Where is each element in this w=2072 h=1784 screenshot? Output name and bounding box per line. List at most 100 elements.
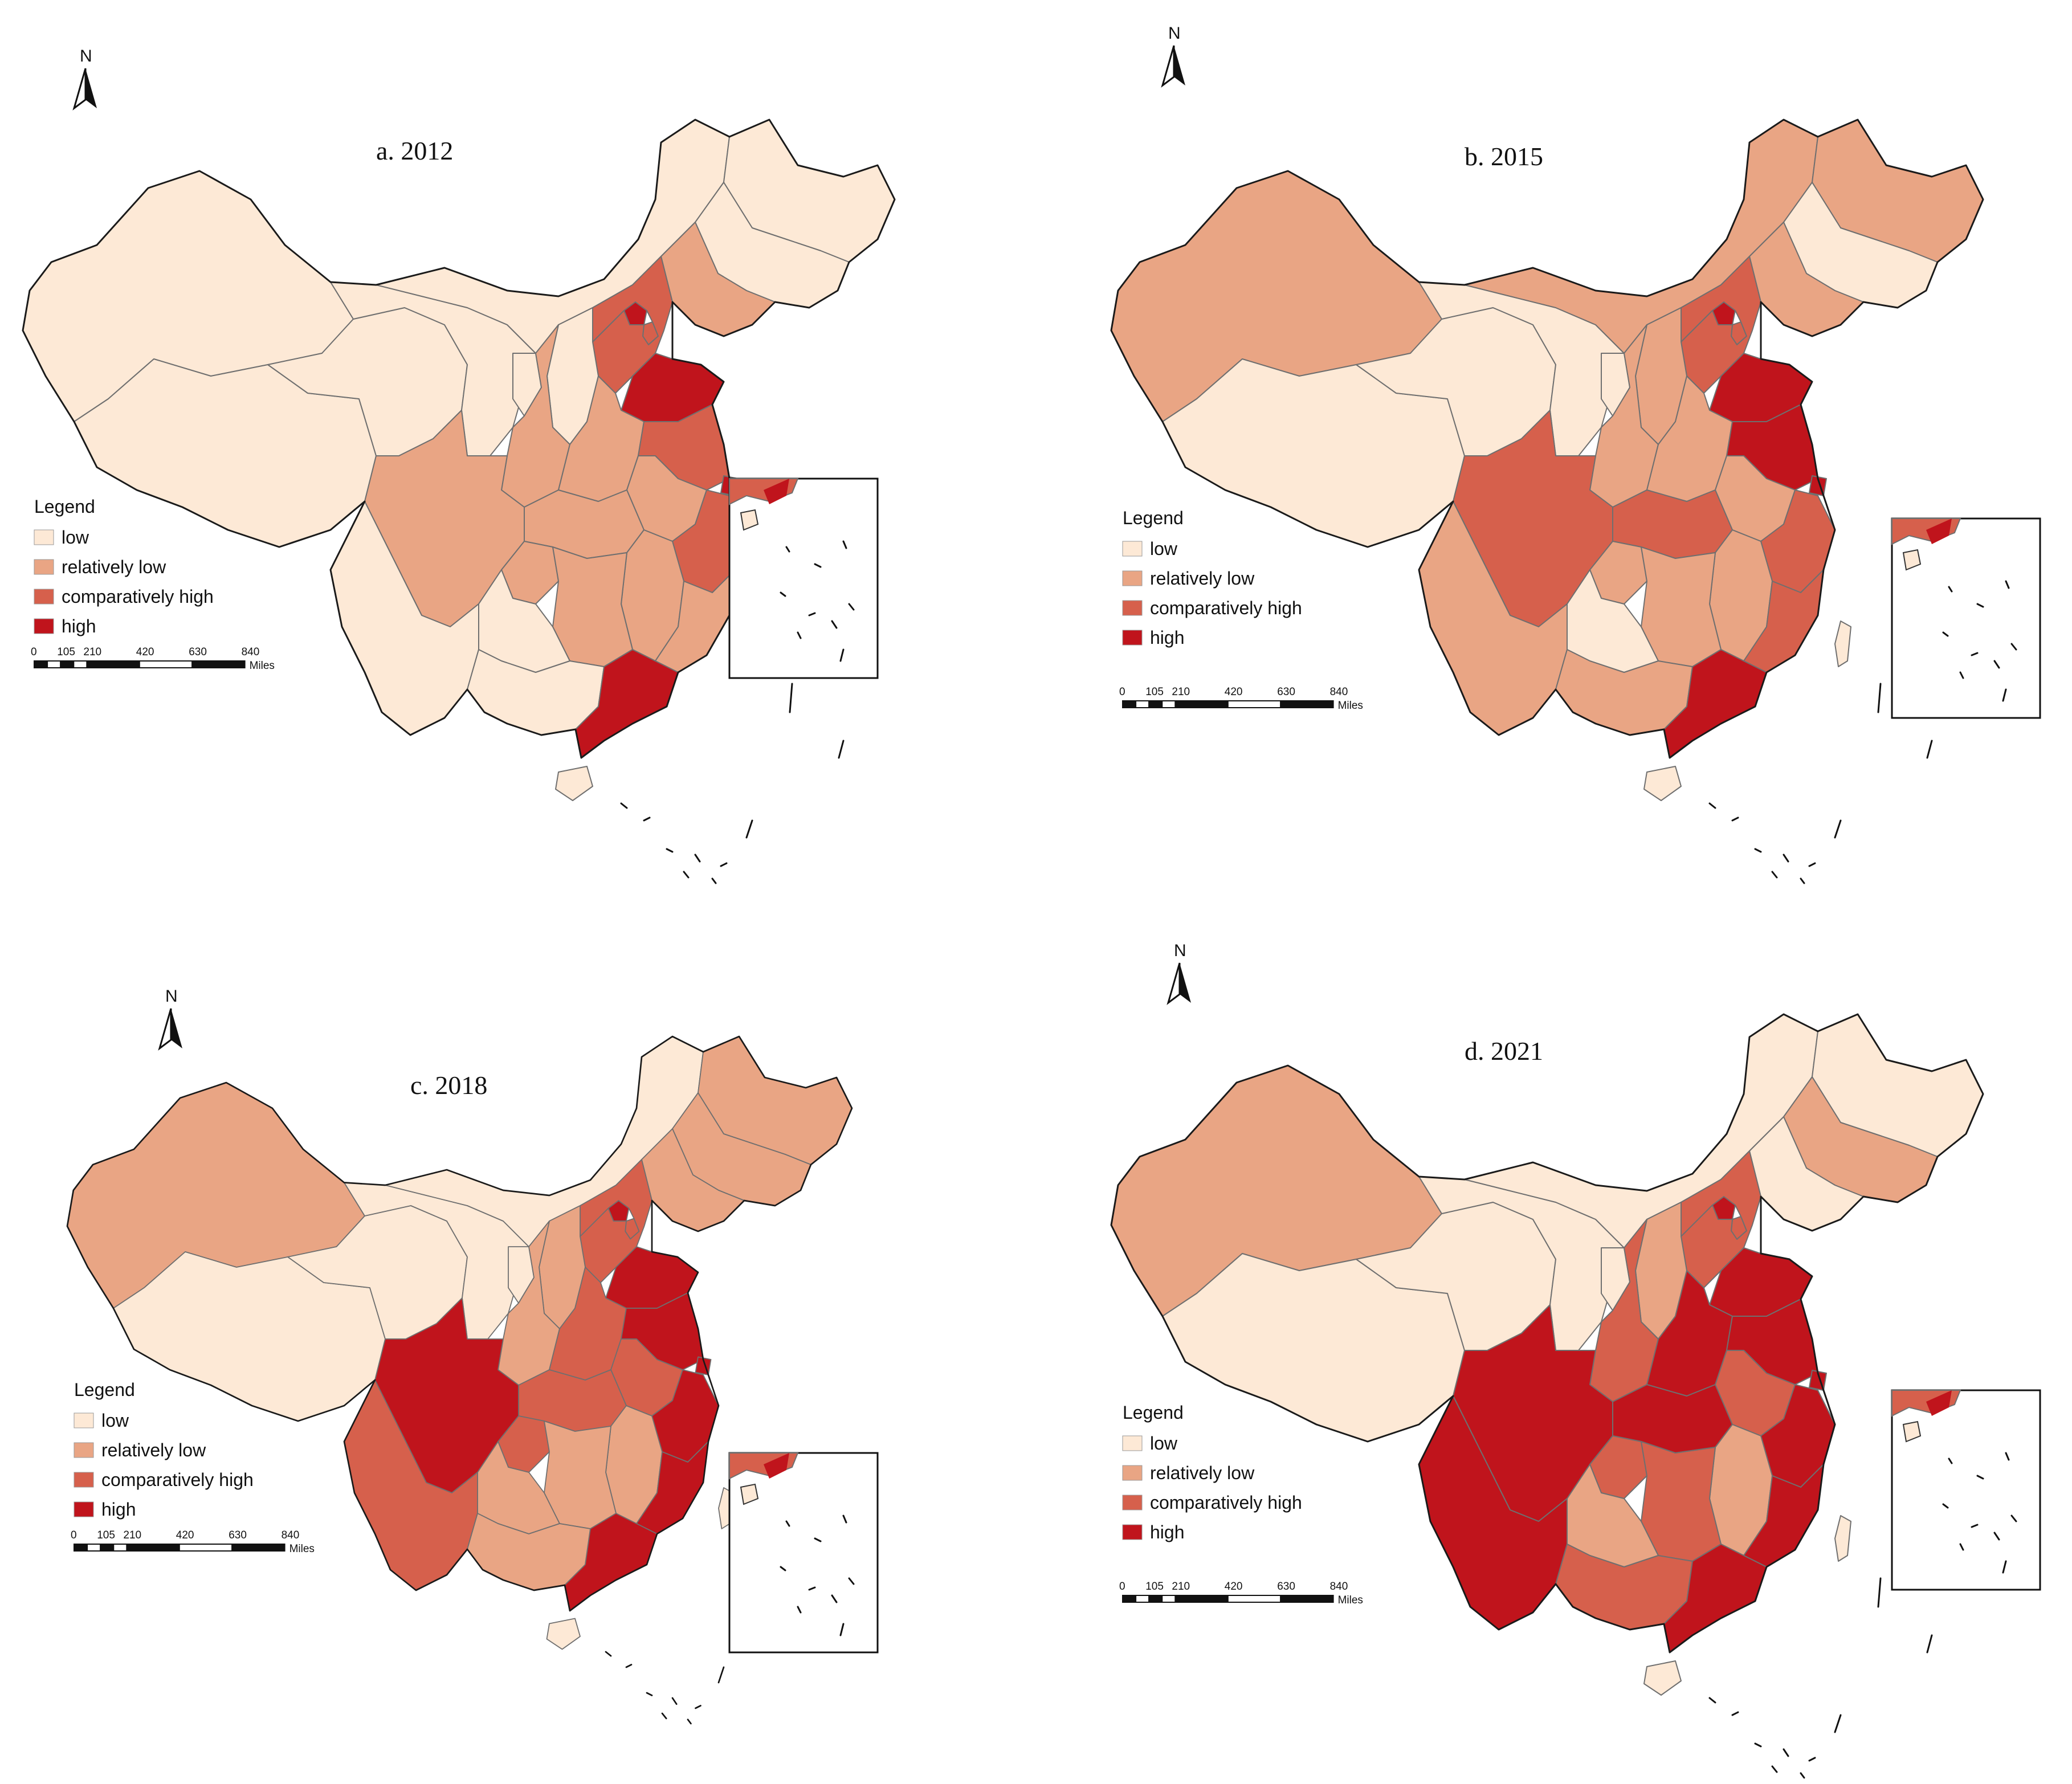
svg-text:N: N <box>1168 24 1181 43</box>
legend-label-relatively-low: relatively low <box>1150 1463 1255 1483</box>
legend-swatch-high <box>74 1501 94 1517</box>
legend-title: Legend <box>1123 508 1184 528</box>
province-hebei <box>592 256 673 394</box>
legend-swatch-low <box>74 1412 94 1428</box>
legend-label-high: high <box>1150 627 1185 648</box>
legend-swatch-low <box>34 529 54 545</box>
legend-swatch-low <box>1122 541 1143 557</box>
legend: Legend low relatively low comparatively hig… <box>74 1379 254 1520</box>
south-china-sea-inset <box>1891 517 2041 719</box>
map-d <box>1110 1013 1984 1779</box>
north-arrow-icon: N <box>72 47 97 111</box>
province-hainan <box>1643 1660 1682 1696</box>
svg-text:N: N <box>165 987 178 1006</box>
legend-swatch-high <box>1122 630 1143 646</box>
scale-tick-label: 0 <box>31 646 37 658</box>
legend-title: Legend <box>1123 1402 1184 1423</box>
province-hainan <box>555 766 593 801</box>
south-china-sea-inset <box>728 477 879 679</box>
legend-swatch-comparatively-high <box>1122 600 1143 616</box>
north-arrow-icon: N <box>1166 941 1191 1005</box>
legend-label-high: high <box>1150 1522 1185 1542</box>
legend-label-comparatively-high: comparatively high <box>1150 598 1302 618</box>
legend-label-high: high <box>62 616 96 636</box>
legend-swatch-comparatively-high <box>34 589 54 605</box>
scale-tick-label: 105 <box>57 646 75 658</box>
scale-tick-label: 210 <box>123 1529 141 1541</box>
legend-label-low: low <box>62 527 89 548</box>
svg-text:N: N <box>1174 941 1186 960</box>
legend-swatch-low <box>1122 1435 1143 1451</box>
map-panel-c: c. 2018 N Legend low relatively low comparati… <box>66 987 879 1725</box>
province-hunan <box>552 546 633 667</box>
legend-title: Legend <box>74 1379 135 1400</box>
map-b <box>1110 119 1984 884</box>
legend-label-comparatively-high: comparatively high <box>1150 1492 1302 1513</box>
legend-swatch-comparatively-high <box>1122 1495 1143 1511</box>
scale-tick-label: 105 <box>1145 1581 1164 1593</box>
scale-tick-label: 420 <box>1225 686 1243 698</box>
north-arrow-icon: N <box>158 987 182 1051</box>
legend-label-low: low <box>1150 538 1178 559</box>
scale-tick-label: 420 <box>1225 1581 1243 1593</box>
scale-bar: 0 105 210 420 630 840 Miles <box>31 646 275 672</box>
panel-title: b. 2015 <box>1465 142 1543 171</box>
legend-label-relatively-low: relatively low <box>101 1440 206 1460</box>
panel-title: c. 2018 <box>410 1071 487 1100</box>
legend-swatch-relatively-low <box>1122 1465 1143 1481</box>
scale-tick-label: 630 <box>1277 686 1295 698</box>
scale-unit: Miles <box>289 1543 315 1555</box>
province-hunan <box>1641 546 1722 667</box>
legend-label-high: high <box>101 1499 136 1520</box>
south-china-sea-inset <box>1891 1389 2041 1591</box>
legend: Legend low relatively low comparatively hig… <box>34 496 214 636</box>
legend-label-low: low <box>1150 1433 1178 1454</box>
legend-label-comparatively-high: comparatively high <box>62 586 214 607</box>
province-hebei <box>580 1159 652 1283</box>
province-taiwan <box>1834 620 1851 667</box>
scale-tick-label: 840 <box>1330 686 1348 698</box>
province-taiwan <box>1834 1515 1851 1562</box>
scale-unit: Miles <box>250 660 275 672</box>
scale-tick-label: 840 <box>282 1529 300 1541</box>
scale-tick-label: 210 <box>1172 1581 1190 1593</box>
legend-label-low: low <box>101 1410 129 1431</box>
panel-title: d. 2021 <box>1465 1036 1543 1065</box>
scale-tick-label: 630 <box>229 1529 247 1541</box>
map-c <box>66 1035 853 1725</box>
scale-tick-label: 630 <box>189 646 207 658</box>
map-panel-a: a. 2012 N Legend low relatively low comparati… <box>22 47 896 884</box>
province-hebei <box>1681 1150 1761 1288</box>
province-hunan <box>544 1420 617 1529</box>
map-a <box>22 119 896 884</box>
scale-tick-label: 420 <box>136 646 154 658</box>
scale-unit: Miles <box>1338 1594 1363 1606</box>
scale-tick-label: 0 <box>1119 1581 1125 1593</box>
legend-label-relatively-low: relatively low <box>1150 568 1255 589</box>
legend-swatch-comparatively-high <box>74 1472 94 1488</box>
legend-label-comparatively-high: comparatively high <box>101 1469 254 1490</box>
legend-swatch-high <box>34 618 54 634</box>
province-hunan <box>1641 1441 1722 1562</box>
scale-tick-label: 210 <box>1172 686 1190 698</box>
legend-title: Legend <box>34 496 95 517</box>
scale-tick-label: 840 <box>1330 1581 1348 1593</box>
legend-swatch-high <box>1122 1524 1143 1540</box>
scale-tick-label: 0 <box>71 1529 77 1541</box>
legend: Legend low relatively low comparatively hig… <box>1122 1402 1302 1542</box>
legend-label-relatively-low: relatively low <box>62 557 166 577</box>
panel-title: a. 2012 <box>376 136 453 165</box>
scale-tick-label: 840 <box>242 646 260 658</box>
province-hainan <box>546 1618 581 1650</box>
legend-swatch-relatively-low <box>74 1442 94 1458</box>
south-china-sea-inset <box>728 1452 879 1654</box>
legend: Legend low relatively low comparatively hig… <box>1122 508 1302 648</box>
scale-tick-label: 210 <box>83 646 101 658</box>
map-panel-b: b. 2015 N Legend low relatively low comparati… <box>1110 24 2041 884</box>
svg-text:N: N <box>80 47 92 66</box>
scale-tick-label: 420 <box>176 1529 194 1541</box>
